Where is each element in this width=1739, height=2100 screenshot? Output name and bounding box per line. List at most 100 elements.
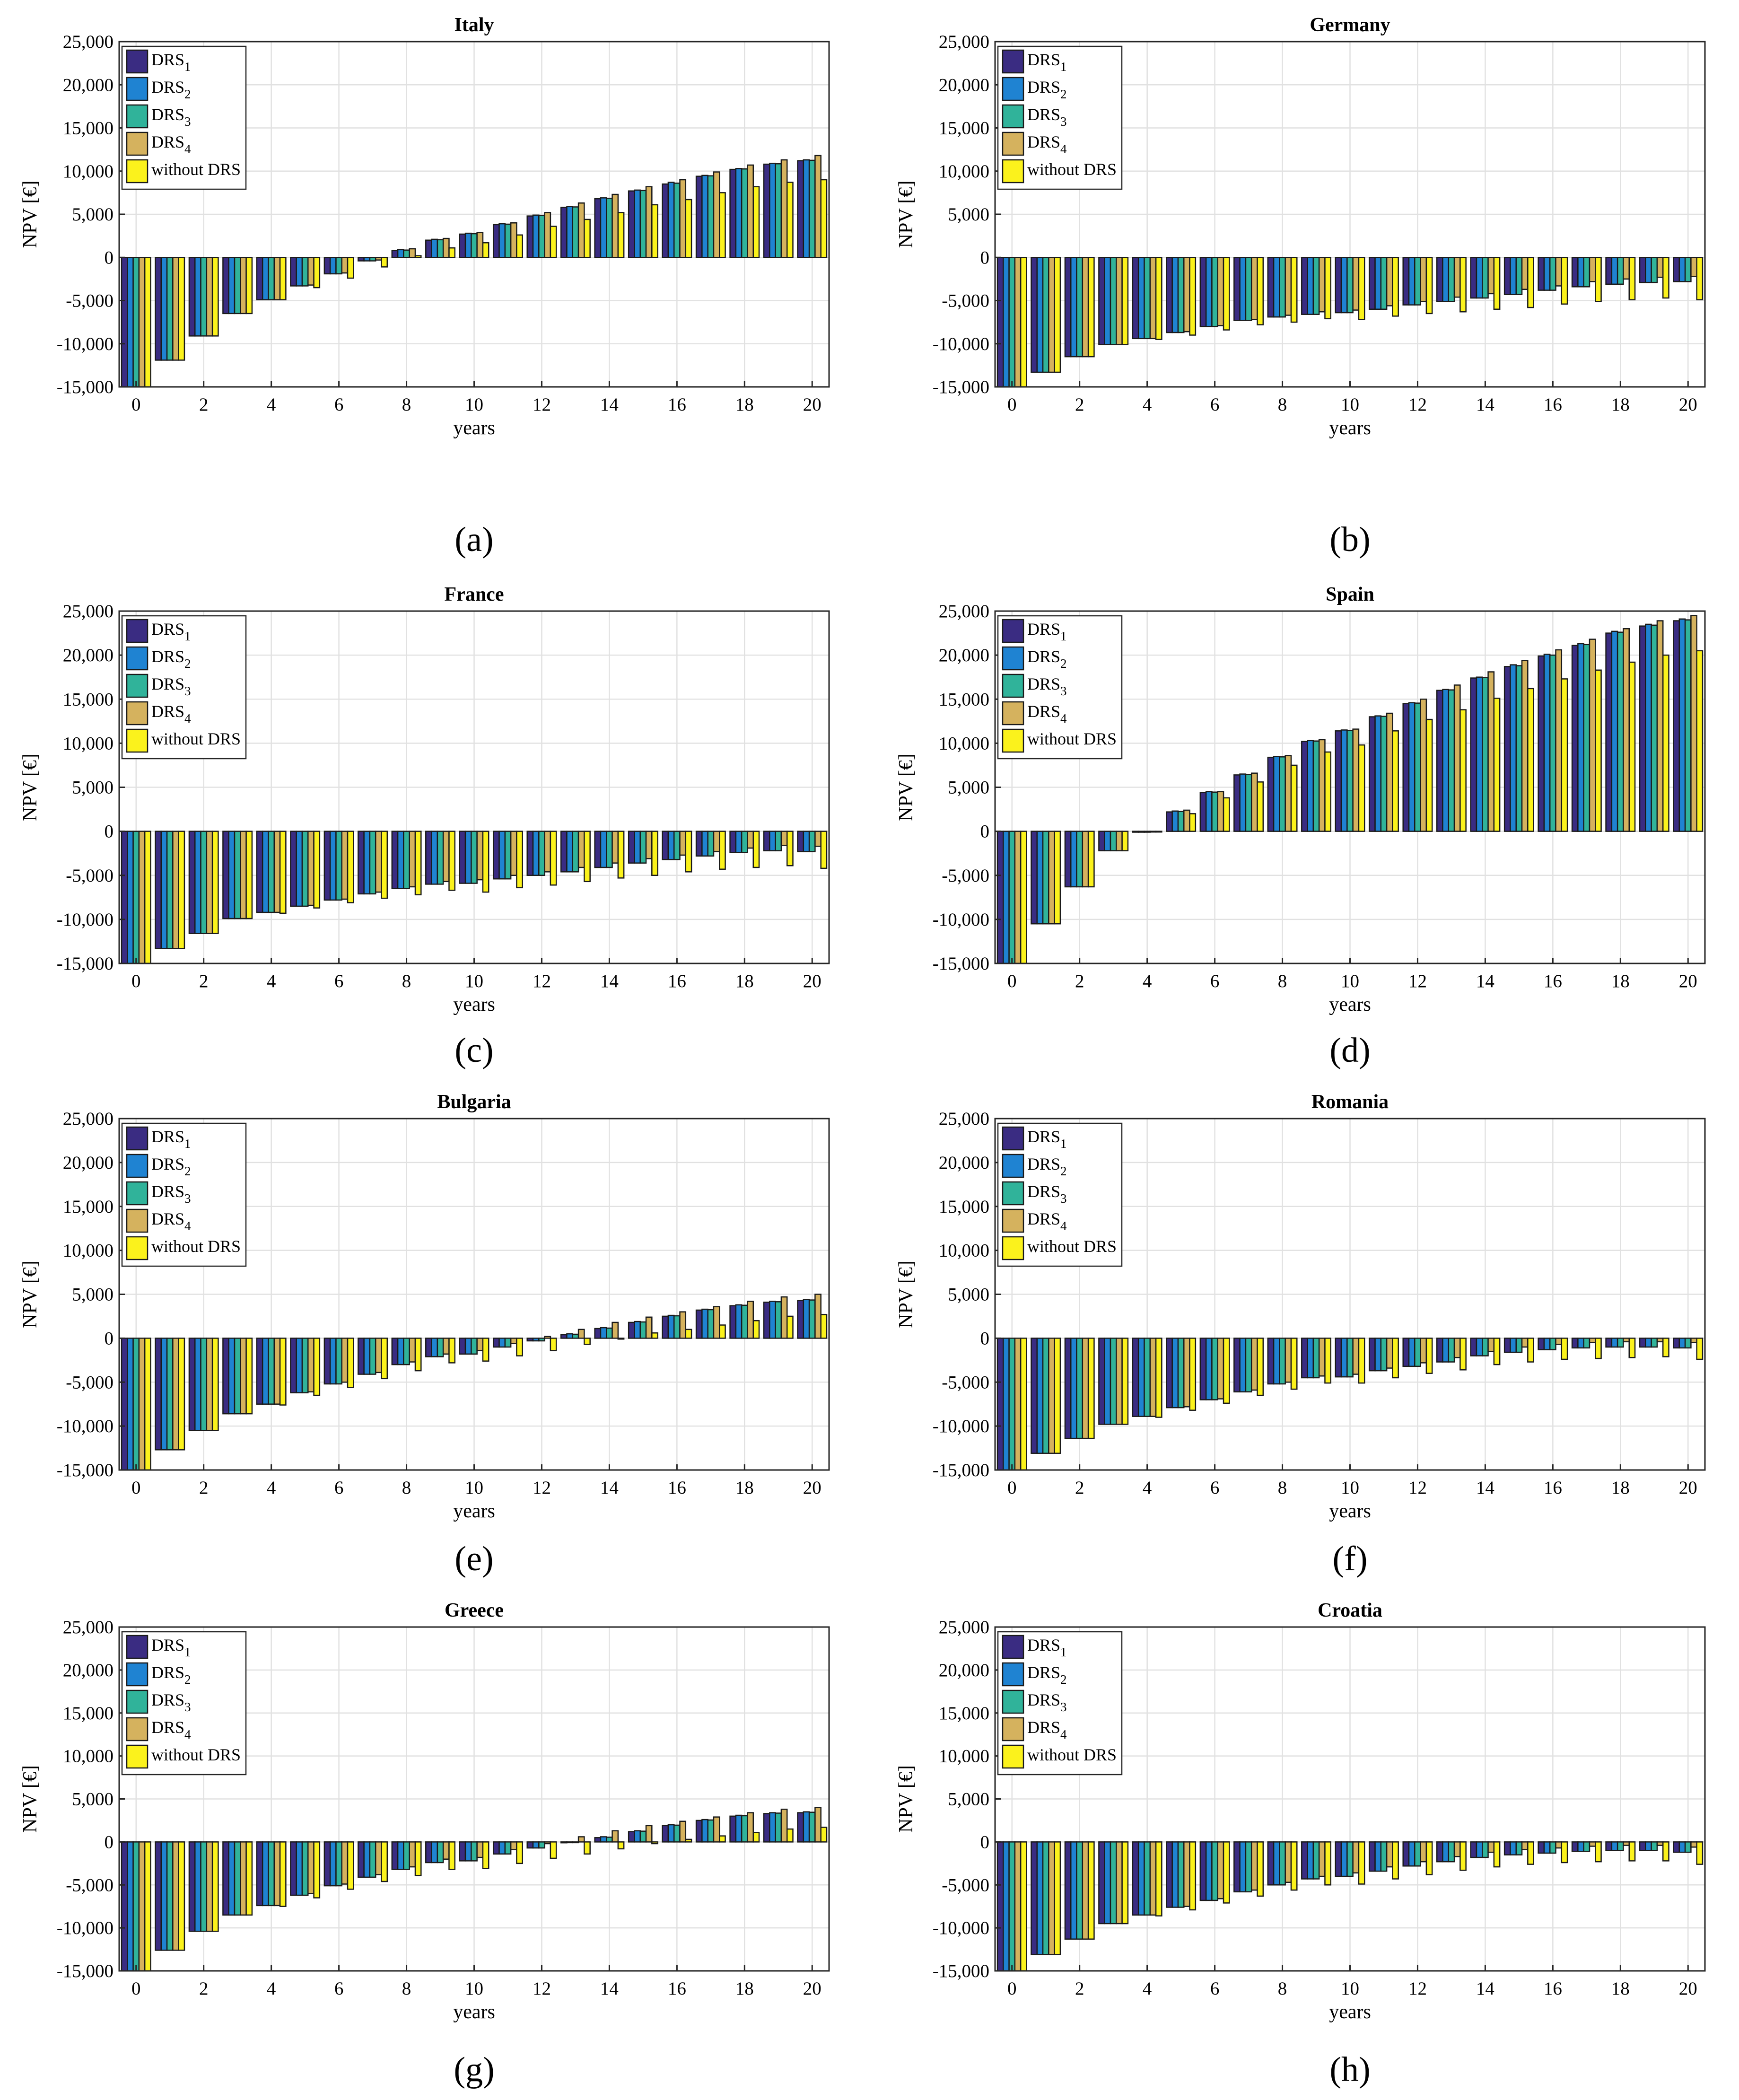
bar-drs2-year-9 [1307,1841,1314,1880]
x-tick-label: 14 [600,971,619,991]
panel-tag: (d) [1329,1031,1370,1070]
chart-panel-e: 25,000 20,000 15,000 10,000 5,000 0 -5,000 -10,… [19,1091,830,1578]
bar-drs1-year-5 [1166,1841,1173,1908]
chart-panel-h: 25,000 20,000 15,000 10,000 5,000 0 -5,000 -10,… [895,1600,1706,2089]
bar-drs3-year-2 [200,1338,208,1431]
bar-drs3-year-7 [369,257,376,262]
legend: DRS1 DRS2 DRS3 DRS4 without DRS [121,45,247,190]
y-tick-label: 15,000 [939,118,989,139]
chart-panel-b: 25,000 20,000 15,000 10,000 5,000 0 -5,000 -10,… [895,14,1706,559]
bar-without-drs-year-16 [685,1838,692,1843]
chart-title: France [445,584,504,605]
bar-drs2-year-11 [498,1338,506,1348]
bar-drs4-year-16 [1555,1338,1563,1345]
bar-drs4-year-19 [780,159,788,258]
y-tick-label: -10,000 [57,334,114,354]
bar-without-drs-year-16 [1561,678,1568,832]
bar-drs3-year-14 [1482,257,1489,299]
bar-drs4-year-4 [273,831,281,913]
bar-drs2-year-19 [1645,623,1652,832]
bar-drs3-year-2 [1076,1841,1084,1940]
bar-drs2-year-18 [735,168,743,258]
bar-drs2-year-20 [1678,1338,1686,1349]
bar-without-drs-year-8 [414,831,422,895]
y-tick-label: 5,000 [948,1285,989,1305]
legend-label: DRS3 [151,1690,191,1714]
legend-label: without DRS [151,1745,241,1764]
bar-drs3-year-3 [1110,257,1117,345]
bar-without-drs-year-13 [1459,257,1467,313]
bar-drs3-year-4 [1144,1841,1151,1916]
bar-drs3-year-1 [166,257,174,361]
bar-without-drs-year-20 [1696,257,1704,300]
bar-drs2-year-19 [769,1812,776,1843]
bar-drs4-year-7 [375,831,382,893]
bar-without-drs-year-14 [1493,698,1501,832]
bar-drs4-year-18 [747,1301,754,1339]
bar-without-drs-year-4 [1155,257,1162,340]
y-tick-label: 25,000 [63,1617,114,1637]
x-tick-label: 12 [1408,1478,1427,1498]
bar-without-drs-year-15 [1527,1338,1534,1363]
bar-drs4-year-12 [1420,1338,1427,1364]
x-tick-label: 4 [267,394,276,415]
bar-drs2-year-19 [769,163,776,258]
bar-drs1-year-9 [1301,1841,1308,1880]
bar-drs4-year-6 [1217,791,1224,832]
bar-without-drs-year-9 [448,1338,456,1364]
bar-drs3-year-15 [639,1830,647,1843]
legend: DRS1 DRS2 DRS3 DRS4 without DRS [997,1631,1123,1776]
x-tick-label: 18 [1611,394,1630,415]
y-tick-label: -10,000 [57,1918,114,1938]
bar-drs1-year-3 [222,831,229,919]
bar-drs1-year-14 [1470,1841,1477,1858]
legend-swatch [126,131,149,156]
bar-without-drs-year-17 [1595,257,1602,302]
x-axis-label: years [1329,417,1371,439]
bar-without-drs-year-15 [651,1332,658,1339]
chart-title: Croatia [1318,1600,1382,1621]
bar-drs2-year-8 [397,249,404,258]
bar-without-drs-year-8 [1290,764,1298,832]
bar-drs1-year-10 [459,233,466,258]
bar-drs4-year-13 [1453,1841,1461,1857]
x-axis-label: years [1329,994,1371,1015]
bar-drs3-year-13 [572,831,579,873]
bar-drs1-year-2 [188,1338,196,1431]
bar-drs4-year-14 [612,1321,619,1339]
bar-drs3-year-3 [1110,831,1117,851]
bar-drs3-year-18 [1617,631,1624,832]
bar-drs4-year-12 [1420,699,1427,832]
y-tick-label: 5,000 [72,778,114,798]
x-tick-label: 10 [465,1978,483,1999]
bar-without-drs-year-5 [1189,813,1197,832]
bar-drs4-year-7 [375,1338,382,1374]
bar-drs1-year-2 [188,831,196,934]
bar-without-drs-year-14 [617,1841,625,1850]
bar-drs4-year-9 [442,1338,450,1355]
bar-drs3-year-20 [1684,619,1692,832]
bar-drs1-year-3 [1098,257,1105,345]
bar-without-drs-year-14 [1493,1841,1501,1868]
bar-drs2-year-4 [262,831,269,913]
bar-drs4-year-8 [409,248,416,258]
x-tick-label: 6 [1210,1478,1220,1498]
bar-drs2-year-0 [1003,1338,1010,1471]
bar-drs2-year-16 [667,831,675,860]
bar-without-drs-year-8 [414,255,422,258]
y-tick-label: -15,000 [933,1460,989,1480]
x-tick-label: 2 [1075,394,1084,415]
chart-panel-c: 25,000 20,000 15,000 10,000 5,000 0 -5,000 -10,… [19,584,830,1070]
legend-swatch [1002,1689,1024,1714]
legend-swatch [126,1126,149,1151]
bar-drs1-year-15 [1503,666,1511,832]
bar-drs3-year-5 [301,257,309,287]
panel-tag: (c) [454,1031,493,1070]
bar-drs4-year-13 [577,1329,585,1339]
chart-panel-g: 25,000 20,000 15,000 10,000 5,000 0 -5,000 -10,… [19,1600,830,2089]
bar-drs4-year-14 [1487,257,1495,295]
x-tick-label: 8 [1278,1978,1287,1999]
bar-drs2-year-20 [803,159,810,258]
bar-drs4-year-11 [510,1841,517,1850]
y-tick-label: 5,000 [72,204,114,225]
